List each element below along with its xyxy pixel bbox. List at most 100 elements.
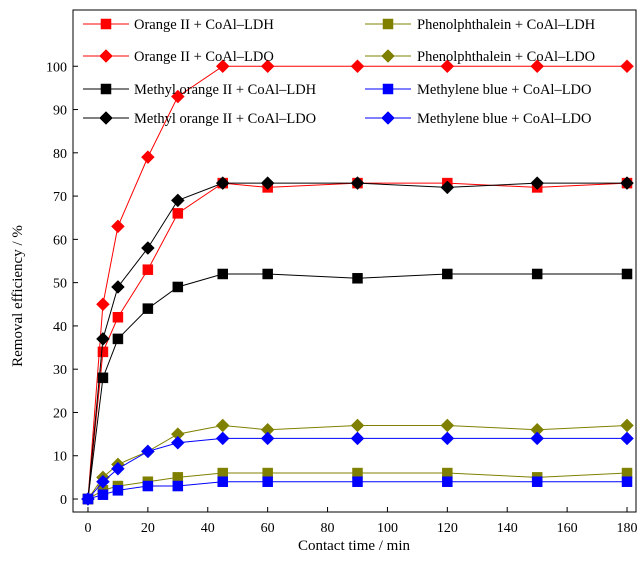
x-tick-label: 180 — [617, 521, 638, 536]
legend-label: Methyl orange II + CoAl–LDO — [134, 111, 316, 127]
x-tick-label: 80 — [321, 521, 335, 536]
legend-entry-3: Methyl orange II + CoAl–LDH — [83, 82, 317, 98]
data-point — [215, 431, 230, 446]
data-point — [96, 332, 110, 346]
y-tick-label: 90 — [53, 104, 67, 119]
data-point — [215, 176, 230, 190]
legend-label: Phenolphthalein + CoAl–LDH — [417, 17, 596, 33]
data-point — [217, 268, 228, 280]
data-point — [215, 418, 230, 433]
legend-marker — [99, 111, 113, 125]
data-point — [530, 176, 545, 190]
data-point — [142, 480, 154, 492]
data-point — [262, 476, 273, 487]
data-point — [350, 176, 365, 190]
y-axis-title: Removal efficiency / % — [10, 225, 26, 367]
data-point — [621, 476, 633, 487]
y-tick-label: 80 — [53, 147, 67, 162]
data-point — [260, 431, 275, 446]
data-point — [530, 59, 545, 74]
data-point — [440, 180, 455, 195]
legend-marker — [100, 83, 112, 95]
y-tick-label: 30 — [53, 363, 67, 378]
data-point — [172, 480, 184, 492]
data-point — [440, 418, 455, 433]
data-point — [170, 435, 185, 450]
legend-label: Methylene blue + CoAl–LDO — [417, 111, 592, 127]
data-point — [170, 193, 185, 208]
plot-frame — [72, 9, 637, 513]
legend-label: Methyl orange II + CoAl–LDH — [134, 82, 317, 98]
y-tick-label: 50 — [53, 277, 67, 292]
series-2 — [81, 59, 634, 506]
y-tick-label: 20 — [53, 406, 67, 421]
legend: Orange II + CoAl–LDH Orange II + CoAl–LDO… — [83, 17, 596, 127]
data-point — [350, 59, 365, 74]
legend-entry-7: Methylene blue + CoAl–LDO — [365, 82, 592, 98]
data-point — [112, 333, 124, 345]
data-point — [111, 461, 125, 476]
series-7 — [82, 476, 633, 505]
x-axis-title: Contact time / min — [298, 538, 411, 554]
series-1 — [82, 177, 633, 505]
data-point — [260, 176, 275, 190]
legend-entry-2: Orange II + CoAl–LDO — [83, 49, 274, 65]
x-tick-label: 0 — [84, 521, 91, 536]
data-point — [111, 280, 125, 294]
data-point — [442, 268, 453, 280]
data-point — [96, 297, 110, 312]
legend-label: Orange II + CoAl–LDO — [134, 49, 274, 65]
data-point — [620, 59, 634, 74]
data-point — [352, 476, 363, 487]
legend-marker — [99, 49, 113, 63]
y-tick-label: 60 — [53, 233, 67, 248]
legend-entry-1: Orange II + CoAl–LDH — [83, 17, 274, 33]
x-tick-label: 120 — [437, 521, 458, 536]
legend-marker — [381, 111, 395, 125]
x-tick-label: 140 — [497, 521, 518, 536]
x-tick-label: 60 — [261, 521, 275, 536]
y-tick-label: 100 — [46, 60, 67, 75]
data-point — [97, 489, 109, 500]
data-point — [531, 268, 543, 280]
x-tick-label: 40 — [201, 521, 215, 536]
legend-entry-6: Phenolphthalein + CoAl–LDO — [365, 49, 595, 65]
legend-label: Orange II + CoAl–LDH — [134, 17, 274, 33]
data-point — [217, 476, 228, 487]
data-point — [142, 264, 154, 275]
data-point — [112, 312, 124, 323]
data-point — [96, 474, 110, 489]
data-point — [350, 418, 365, 433]
data-point — [141, 241, 155, 255]
data-point — [141, 444, 155, 459]
axes: 0 20 40 60 80 100 120 140 160 180 0 10 20 30 40 50 60 70 8… — [46, 60, 638, 536]
legend-marker — [382, 83, 394, 95]
data-point — [621, 268, 633, 280]
data-point — [531, 476, 543, 487]
data-point — [215, 59, 230, 74]
legend-label: Methylene blue + CoAl–LDO — [417, 82, 592, 98]
data-point — [352, 273, 363, 284]
series-4 — [81, 176, 634, 506]
series-8 — [81, 431, 634, 506]
y-tick-label: 0 — [60, 493, 67, 508]
data-point — [172, 208, 184, 219]
legend-entry-8: Methylene blue + CoAl–LDO — [365, 111, 592, 127]
x-tick-label: 20 — [141, 521, 155, 536]
data-point — [442, 476, 453, 487]
data-point — [142, 303, 154, 314]
series-layer — [81, 59, 634, 506]
data-point — [350, 431, 365, 446]
data-point — [172, 281, 184, 293]
data-point — [530, 431, 545, 446]
data-point — [620, 431, 634, 446]
data-point — [112, 485, 124, 496]
series-line — [87, 182, 628, 500]
legend-entry-5: Phenolphthalein + CoAl–LDH — [365, 17, 596, 33]
data-point — [620, 176, 634, 190]
series-line — [87, 273, 628, 500]
y-tick-label: 40 — [53, 320, 67, 335]
legend-entry-4: Methyl orange II + CoAl–LDO — [83, 111, 316, 127]
